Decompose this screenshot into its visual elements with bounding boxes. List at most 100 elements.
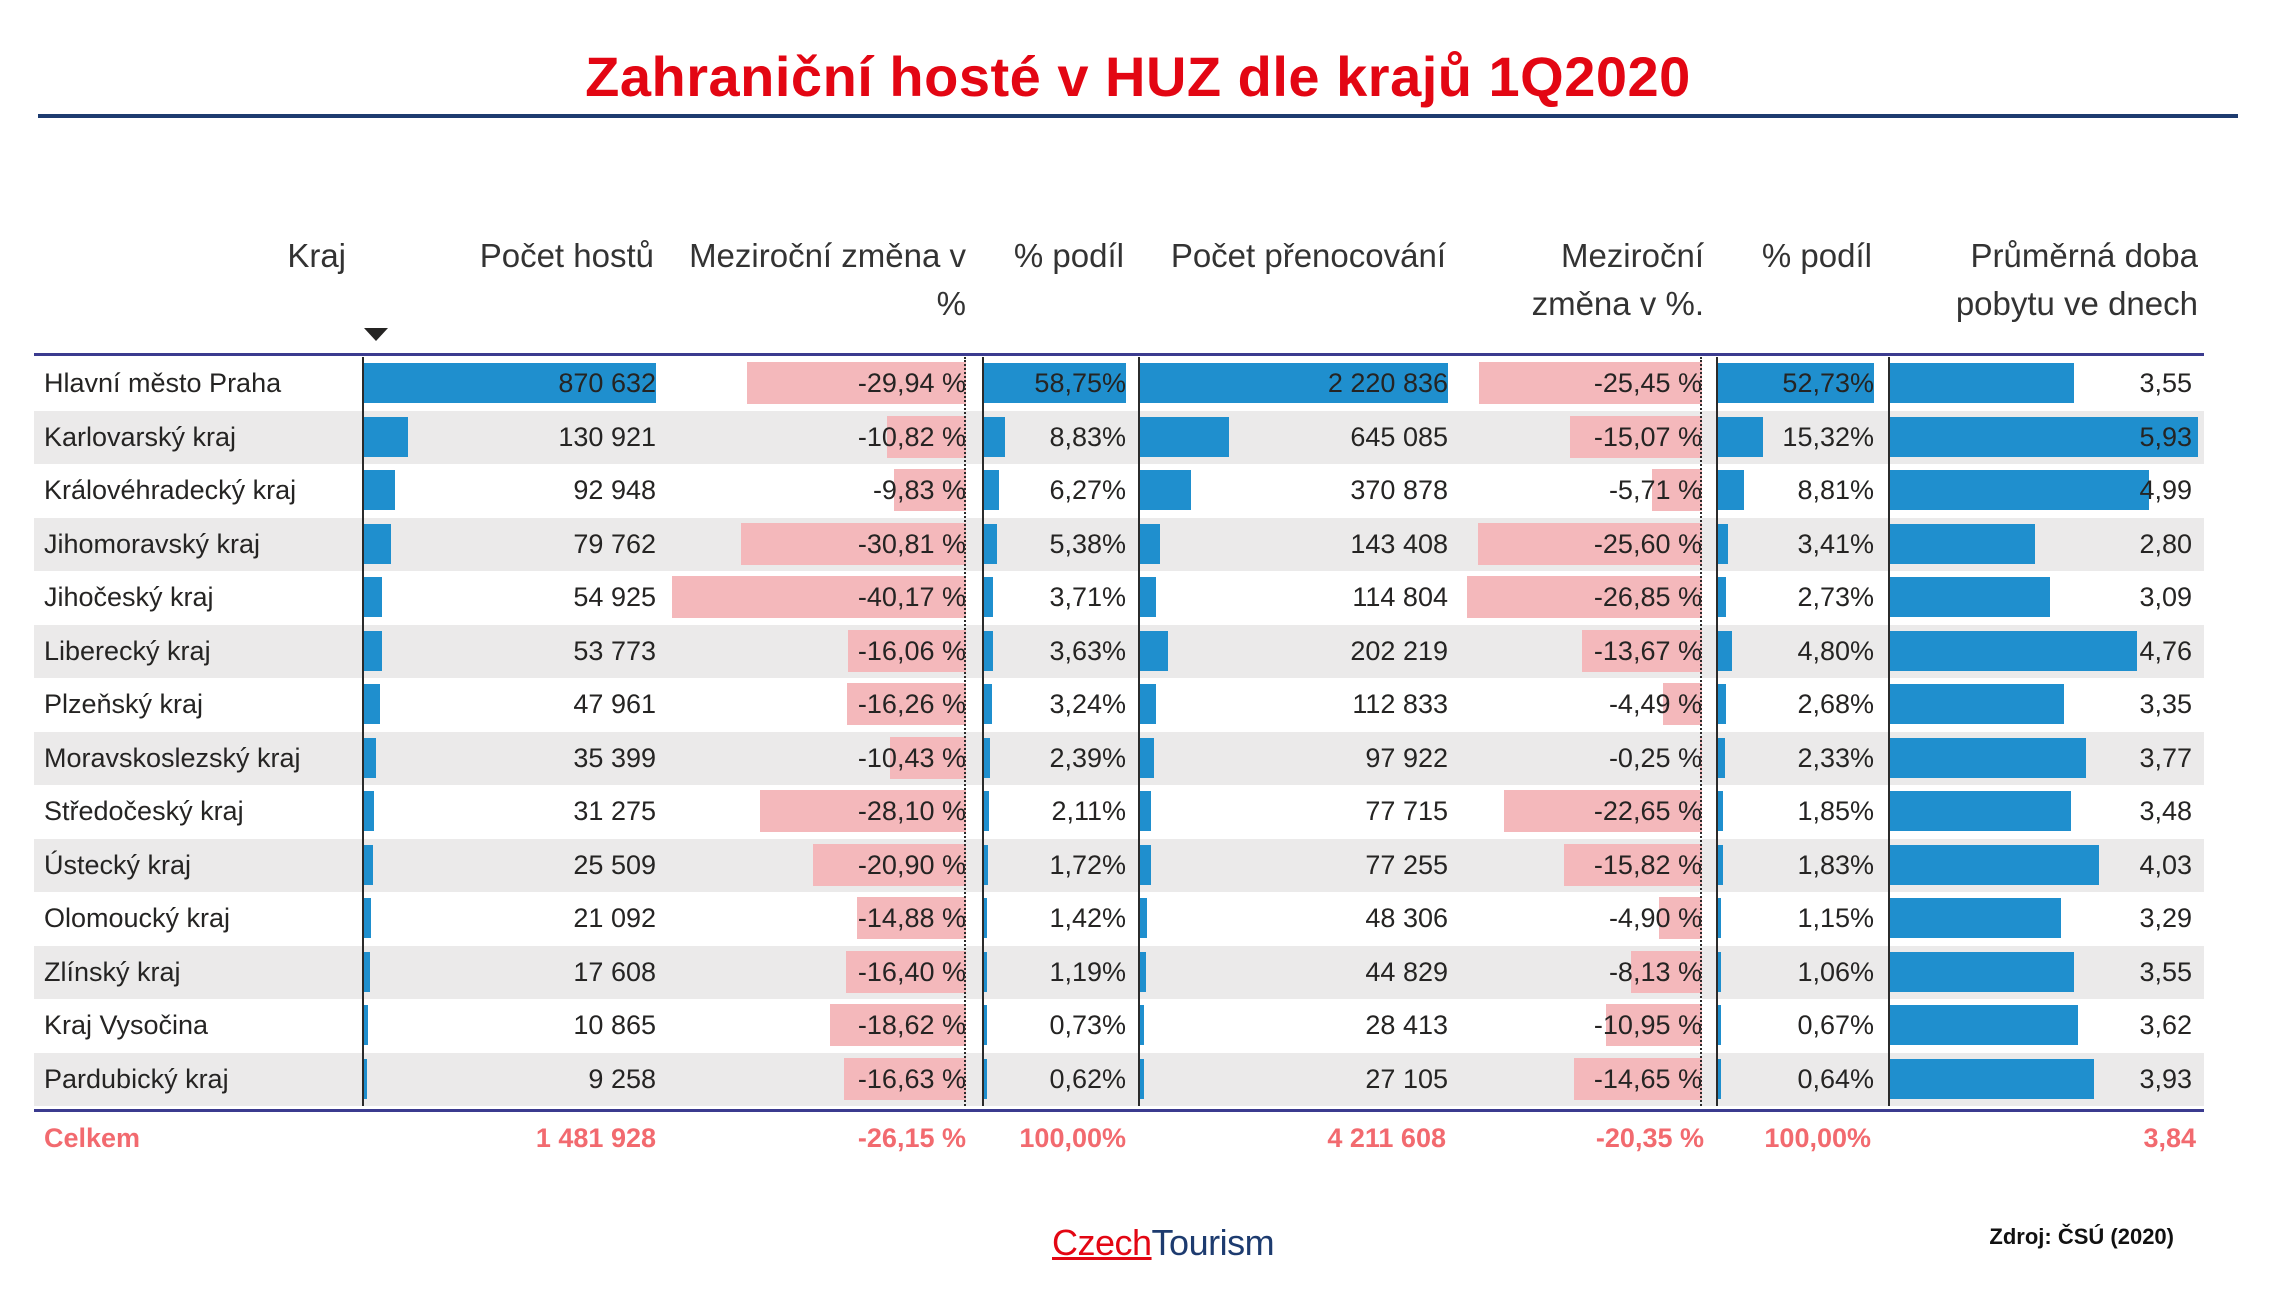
guests-bar: [364, 1058, 368, 1099]
nights-change-value: -8,13 %: [1608, 956, 1702, 987]
header-mezirocni-zmena-hoste[interactable]: Meziroční změna v %: [689, 237, 966, 322]
guests-share-value: 0,73%: [1049, 1010, 1126, 1040]
table-row[interactable]: Zlínský kraj 17 608 -16,40 % 1,19% 44 829 -8,…: [34, 945, 2204, 999]
avg-stay-bar: [1890, 898, 2061, 938]
nights-share-value: 2,73%: [1797, 582, 1874, 612]
guests-change-value: -29,94 %: [857, 368, 966, 398]
avg-stay-bar: [1890, 1005, 2079, 1045]
nights-value: 143 408: [1350, 528, 1448, 559]
guests-bar: [364, 951, 370, 992]
table-row[interactable]: Karlovarský kraj 130 921 -10,82 % 8,83% 645 …: [34, 410, 2204, 464]
avg-stay-bar: [1890, 951, 2075, 992]
nights-change-value: -5,71 %: [1608, 475, 1702, 505]
guests-value: 54 925: [573, 582, 656, 612]
guests-share-bar: [984, 523, 997, 564]
guests-share-value: 0,62%: [1049, 1063, 1126, 1094]
table-row[interactable]: Hlavní město Praha 870 632 -29,94 % 58,75% 2…: [34, 357, 2204, 411]
nights-share-bar: [1718, 898, 1722, 938]
nights-change-bar: [1467, 576, 1702, 618]
region-name: Zlínský kraj: [44, 956, 181, 987]
guests-share-value: 2,11%: [1051, 796, 1126, 826]
guests-change-value: -30,81 %: [857, 528, 966, 559]
avg-stay-value: 3,77: [2139, 742, 2192, 773]
nights-value: 77 715: [1365, 796, 1448, 826]
guests-value: 25 509: [573, 849, 656, 880]
guests-bar: [364, 523, 391, 564]
total-guests-change: -26,15 %: [857, 1123, 966, 1153]
table-row[interactable]: Středočeský kraj 31 275 -28,10 % 2,11% 77 71…: [34, 785, 2204, 839]
nights-bar: [1140, 630, 1169, 671]
region-name: Moravskoslezský kraj: [44, 742, 301, 773]
nights-value: 48 306: [1365, 903, 1448, 933]
guests-share-value: 3,24%: [1049, 689, 1126, 719]
guests-change-value: -9,83 %: [872, 475, 966, 505]
header-pocet-hostu[interactable]: Počet hostů: [479, 237, 654, 274]
guests-share-value: 3,71%: [1049, 582, 1126, 612]
guests-change-bar: [746, 362, 966, 404]
table-row[interactable]: Liberecký kraj 53 773 -16,06 % 3,63% 202 219…: [34, 624, 2204, 678]
guests-change-bar: [857, 897, 966, 939]
nights-share-value: 0,67%: [1797, 1010, 1874, 1040]
guests-share-bar: [984, 684, 992, 724]
guests-value: 31 275: [573, 796, 656, 826]
header-kraj[interactable]: Kraj: [287, 237, 346, 274]
table-row[interactable]: Kraj Vysočina 10 865 -18,62 % 0,73% 28 413 -1…: [34, 999, 2204, 1053]
nights-share-bar: [1718, 951, 1722, 992]
guests-change-value: -10,43 %: [857, 742, 966, 773]
guests-value: 79 762: [573, 528, 656, 559]
table-row[interactable]: Plzeňský kraj 47 961 -16,26 % 3,24% 112 833 -…: [34, 678, 2204, 732]
table-row[interactable]: Pardubický kraj 9 258 -16,63 % 0,62% 27 105 -…: [34, 1052, 2204, 1106]
guests-change-bar: [889, 736, 966, 779]
nights-change-value: -15,07 %: [1593, 421, 1702, 452]
guests-change-bar: [844, 1057, 966, 1100]
region-name: Ústecký kraj: [44, 849, 192, 880]
nights-change-bar: [1659, 897, 1702, 939]
nights-value: 202 219: [1350, 635, 1448, 666]
header-prumerna-doba[interactable]: Průměrná doba pobytu ve dnech: [1955, 237, 2198, 322]
nights-bar: [1140, 363, 1448, 403]
region-name: Jihočeský kraj: [44, 582, 214, 612]
czechtourism-logo: CzechTourism: [1052, 1222, 1275, 1263]
table-row[interactable]: Ústecký kraj 25 509 -20,90 % 1,72% 77 255 -15…: [34, 838, 2204, 892]
table-row[interactable]: Královéhradecký kraj 92 948 -9,83 % 6,27% 37…: [34, 464, 2204, 518]
nights-bar: [1140, 577, 1156, 617]
guests-bar: [364, 577, 383, 617]
nights-bar: [1140, 951, 1147, 992]
avg-stay-bar: [1890, 363, 2075, 403]
total-avg-stay: 3,84: [2143, 1123, 2196, 1153]
nights-bar: [1140, 416, 1230, 457]
avg-stay-value: 3,48: [2139, 796, 2192, 826]
nights-change-value: -4,49 %: [1608, 689, 1702, 719]
avg-stay-value: 3,35: [2139, 689, 2192, 719]
nights-share-value: 52,73%: [1782, 368, 1874, 398]
nights-bar: [1140, 791, 1151, 831]
avg-stay-value: 2,80: [2139, 528, 2192, 559]
table-row[interactable]: Jihomoravský kraj 79 762 -30,81 % 5,38% 143 …: [34, 517, 2204, 571]
nights-change-value: -10,95 %: [1593, 1010, 1702, 1040]
guests-change-bar: [894, 469, 966, 511]
column-separator: [362, 357, 364, 1106]
nights-change-value: -15,82 %: [1593, 849, 1702, 880]
guests-share-value: 2,39%: [1049, 742, 1126, 773]
guests-change-bar: [846, 950, 966, 993]
guests-value: 21 092: [573, 903, 656, 933]
guests-share-value: 1,19%: [1049, 956, 1126, 987]
nights-change-value: -14,65 %: [1593, 1063, 1702, 1094]
header-mezirocni-zmena-prenocovani[interactable]: Meziroční změna v %.: [1531, 237, 1704, 322]
header-podil-prenocovani[interactable]: % podíl: [1761, 237, 1872, 274]
nights-value: 645 085: [1350, 421, 1448, 452]
guests-change-bar: [886, 415, 966, 458]
column-separator: [1716, 357, 1718, 1106]
sort-descending-icon[interactable]: [364, 328, 388, 341]
guests-share-bar: [984, 737, 990, 778]
nights-share-bar: [1718, 684, 1726, 724]
header-pocet-prenocovani[interactable]: Počet přenocování: [1170, 237, 1446, 274]
table-row[interactable]: Jihočeský kraj 54 925 -40,17 % 3,71% 114 804…: [34, 571, 2204, 625]
table-row[interactable]: Olomoucký kraj 21 092 -14,88 % 1,42% 48 306 -…: [34, 892, 2204, 946]
avg-stay-value: 4,76: [2139, 635, 2192, 666]
avg-stay-bar: [1890, 416, 2198, 457]
table-row[interactable]: Moravskoslezský kraj 35 399 -10,43 % 2,39% 9…: [34, 731, 2204, 785]
nights-value: 114 804: [1352, 582, 1448, 612]
header-podil-hoste[interactable]: % podíl: [1013, 237, 1124, 274]
nights-bar: [1140, 684, 1156, 724]
